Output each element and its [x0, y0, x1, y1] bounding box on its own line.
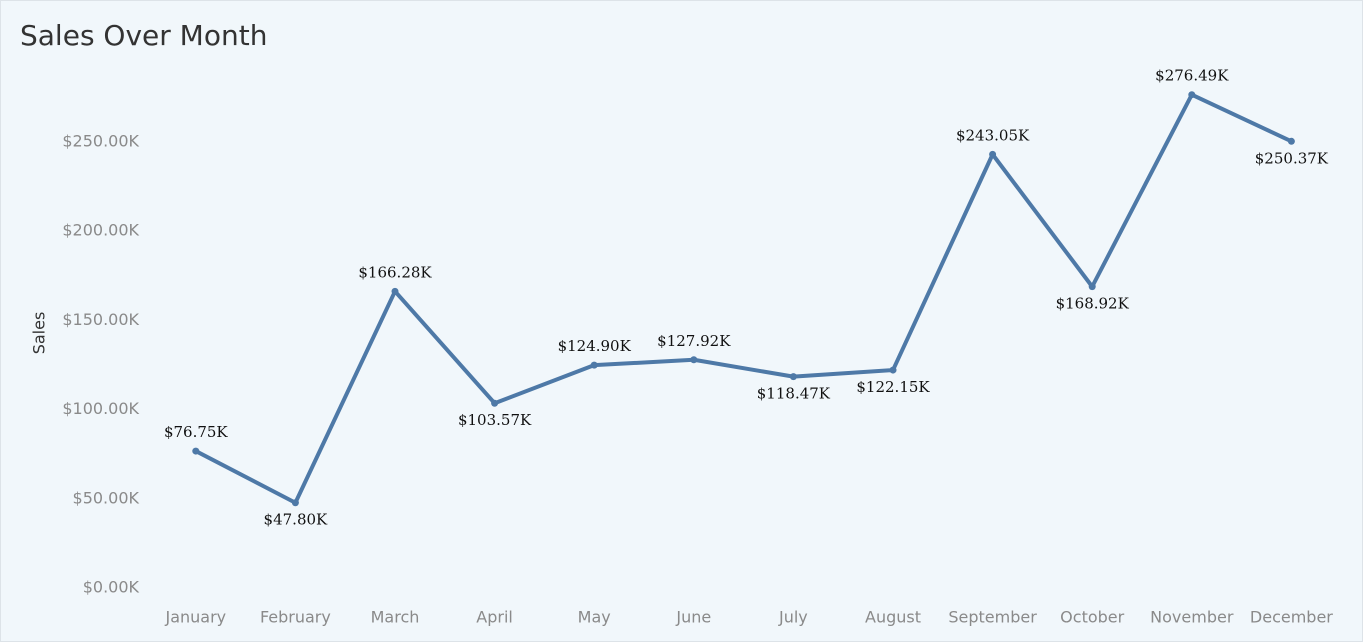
line: [194, 92, 1293, 505]
point: [1287, 137, 1295, 145]
x-tick-label: March: [371, 608, 420, 627]
data-label: $276.49K: [1155, 67, 1229, 85]
y-axis-label: Sales: [30, 312, 49, 355]
y-tick-label: $200.00K: [62, 221, 139, 240]
data-label: $47.80K: [264, 511, 328, 529]
y-tick-label: $50.00K: [73, 488, 140, 507]
x-tick-label: June: [675, 608, 711, 627]
point: [291, 499, 299, 507]
x-tick-label: December: [1250, 608, 1333, 627]
x-tick-label: July: [778, 608, 808, 627]
x-tick-label: November: [1150, 608, 1234, 627]
x-tick-label: October: [1060, 608, 1124, 627]
data-label: $76.75K: [164, 423, 228, 441]
data-label: $127.92K: [657, 332, 731, 350]
point: [391, 287, 399, 295]
x-tick-label: May: [578, 608, 611, 627]
y-tick-label: $0.00K: [83, 578, 140, 597]
data-label: $168.92K: [1056, 295, 1130, 313]
point: [690, 356, 698, 364]
point: [590, 361, 598, 369]
data-label: $118.47K: [757, 385, 831, 403]
data-label: $243.05K: [956, 126, 1030, 144]
data-label: $166.28K: [358, 263, 432, 281]
x-tick-label: September: [948, 608, 1037, 627]
point: [989, 150, 997, 158]
point: [789, 373, 797, 381]
y-tick-label: $100.00K: [62, 399, 139, 418]
y-tick-label: $150.00K: [62, 310, 139, 329]
point: [491, 399, 499, 407]
data-label: $122.15K: [856, 378, 930, 396]
x-tick-label: February: [260, 608, 331, 627]
point: [1088, 283, 1096, 291]
x-tick-label: August: [865, 608, 921, 627]
point: [1188, 91, 1196, 99]
point: [192, 447, 200, 455]
chart-title: Sales Over Month: [20, 19, 267, 52]
x-tick-label: January: [164, 608, 226, 627]
y-tick-label: $250.00K: [62, 131, 139, 150]
data-label: $124.90K: [558, 337, 632, 355]
x-tick-label: April: [476, 608, 513, 627]
data-label: $103.57K: [458, 411, 532, 429]
data-label: $250.37K: [1255, 149, 1329, 167]
point: [889, 366, 897, 374]
